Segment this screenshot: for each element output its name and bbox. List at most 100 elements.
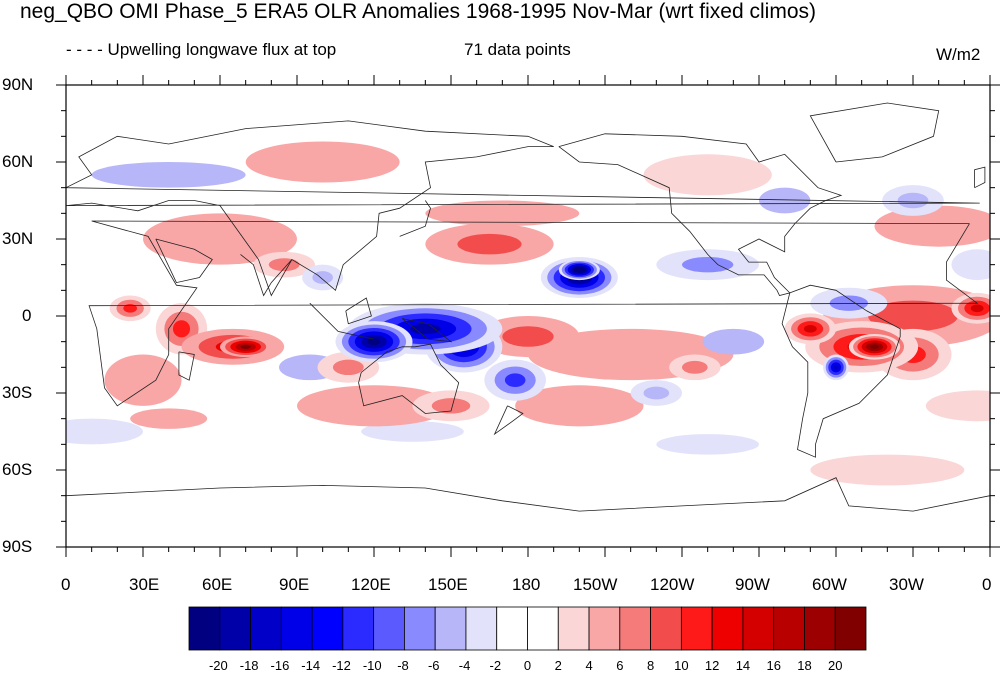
coastline bbox=[240, 254, 293, 297]
coastline bbox=[358, 343, 460, 414]
anomaly-contour bbox=[874, 205, 990, 247]
anomaly-contour bbox=[91, 162, 246, 188]
anomaly-contour bbox=[361, 421, 464, 442]
anomaly-contour bbox=[951, 249, 990, 281]
colorbar-swatch bbox=[557, 606, 590, 651]
anomaly-contour bbox=[104, 354, 182, 406]
colorbar-tick-label: -6 bbox=[427, 658, 440, 673]
colorbar-tick-label: 20 bbox=[828, 658, 843, 673]
lat-label-60n: 60N bbox=[2, 152, 34, 171]
anomaly-contour bbox=[897, 192, 929, 209]
colorbar-swatch bbox=[650, 606, 682, 651]
anomaly-contour bbox=[702, 328, 765, 355]
anomaly-contour bbox=[925, 390, 990, 422]
coastline bbox=[178, 351, 195, 381]
anomaly-contour bbox=[425, 200, 580, 227]
units-label: W/m2 bbox=[936, 45, 981, 64]
colorbar-tick-label: 14 bbox=[735, 658, 751, 673]
colorbar-swatch bbox=[373, 606, 405, 651]
chart-title: neg_QBO OMI Phase_5 ERA5 OLR Anomalies 1… bbox=[20, 0, 817, 23]
anomaly-contour bbox=[268, 258, 300, 272]
anomaly-contour bbox=[504, 373, 526, 388]
lon-label-60w: 60W bbox=[812, 575, 847, 594]
lat-label-30s: 30S bbox=[2, 383, 33, 402]
colorbar-tick-label: 4 bbox=[585, 658, 593, 673]
lon-label-90e: 90E bbox=[279, 575, 310, 594]
coastline bbox=[399, 200, 431, 237]
anomaly-contour bbox=[970, 304, 984, 313]
colorbar-swatch bbox=[465, 606, 498, 651]
anomaly-contour bbox=[870, 344, 879, 349]
colorbar-tick-label: -20 bbox=[208, 658, 228, 673]
coastline bbox=[401, 318, 453, 343]
anomaly-contour bbox=[66, 418, 143, 445]
lon-label-150e: 150E bbox=[428, 575, 468, 594]
colorbar-swatch bbox=[804, 606, 836, 651]
anomaly-contour bbox=[833, 364, 839, 370]
coastline bbox=[155, 238, 213, 284]
colorbar-tick-label: -16 bbox=[270, 658, 290, 673]
anomaly-contour bbox=[643, 386, 670, 400]
colorbar-swatch bbox=[188, 606, 221, 651]
coastline bbox=[66, 477, 990, 512]
colorbar-tick-label: 6 bbox=[616, 658, 624, 673]
colorbar-swatch bbox=[250, 606, 282, 651]
lat-label-30n: 30N bbox=[2, 229, 34, 248]
lat-label-60s: 60S bbox=[2, 460, 33, 479]
colorbar-tick-label: 8 bbox=[646, 658, 655, 673]
anomaly-contour bbox=[810, 454, 965, 486]
lon-label-150w: 150W bbox=[573, 575, 618, 594]
lon-label-120w: 120W bbox=[650, 575, 695, 594]
colorbar-swatch bbox=[711, 606, 744, 651]
colorbar-swatch bbox=[496, 606, 528, 651]
anomaly-contour bbox=[643, 154, 772, 196]
coastline bbox=[66, 120, 980, 297]
anomaly-contour bbox=[656, 434, 760, 455]
colorbar-tick-label: 10 bbox=[674, 658, 689, 673]
colorbar-swatch bbox=[219, 606, 251, 651]
anomaly-contour bbox=[312, 271, 333, 284]
lon-label-120e: 120E bbox=[351, 575, 391, 594]
lon-label-30w: 30W bbox=[889, 575, 924, 594]
colorbar-tick-label: -2 bbox=[489, 658, 502, 673]
lat-label-eq: 0 bbox=[22, 306, 32, 325]
anomaly-contour bbox=[515, 385, 644, 427]
colorbar-tick-label: 18 bbox=[797, 658, 812, 673]
colorbar-tick-label: 0 bbox=[523, 658, 532, 673]
anomaly-contour bbox=[431, 398, 471, 414]
lon-label-180: 180 bbox=[512, 575, 541, 594]
coastline bbox=[309, 302, 375, 340]
colorbar-swatch bbox=[342, 606, 375, 651]
lat-label-90s: 90S bbox=[2, 537, 33, 556]
anomaly-contour bbox=[123, 304, 138, 313]
colorbar-tick-label: 16 bbox=[766, 658, 781, 673]
colorbar-swatch bbox=[742, 606, 775, 651]
anomaly-contour bbox=[297, 385, 451, 427]
colorbar-swatch bbox=[280, 606, 313, 651]
anomaly-field bbox=[66, 85, 990, 547]
colorbar-tick-label: -8 bbox=[397, 658, 409, 673]
colorbar-swatch bbox=[619, 606, 651, 651]
anomaly-contour bbox=[332, 359, 364, 376]
anomaly-contour bbox=[143, 213, 297, 265]
anomaly-contour bbox=[803, 324, 817, 333]
colorbar-tick-label: -14 bbox=[301, 658, 321, 673]
colorbar-swatch bbox=[680, 606, 713, 651]
anomaly-contour bbox=[502, 326, 554, 347]
lon-label-60e: 60E bbox=[202, 575, 233, 594]
coastline bbox=[781, 284, 901, 458]
lon-label-0: 0 bbox=[61, 575, 71, 594]
coastline bbox=[809, 102, 940, 163]
coastline bbox=[558, 133, 843, 296]
colorbar-swatch bbox=[834, 606, 867, 651]
colorbar-tick-label: -12 bbox=[332, 658, 351, 673]
anomaly-contour bbox=[457, 233, 522, 255]
anomaly-contour bbox=[367, 338, 381, 346]
colorbar-tick-label: -4 bbox=[458, 658, 471, 673]
coastlines bbox=[66, 102, 990, 512]
lon-label-0-end: 0 bbox=[982, 575, 992, 594]
lat-label-90n: 90N bbox=[2, 75, 34, 94]
colorbar-tick-label: -18 bbox=[239, 658, 259, 673]
colorbar bbox=[188, 606, 867, 651]
